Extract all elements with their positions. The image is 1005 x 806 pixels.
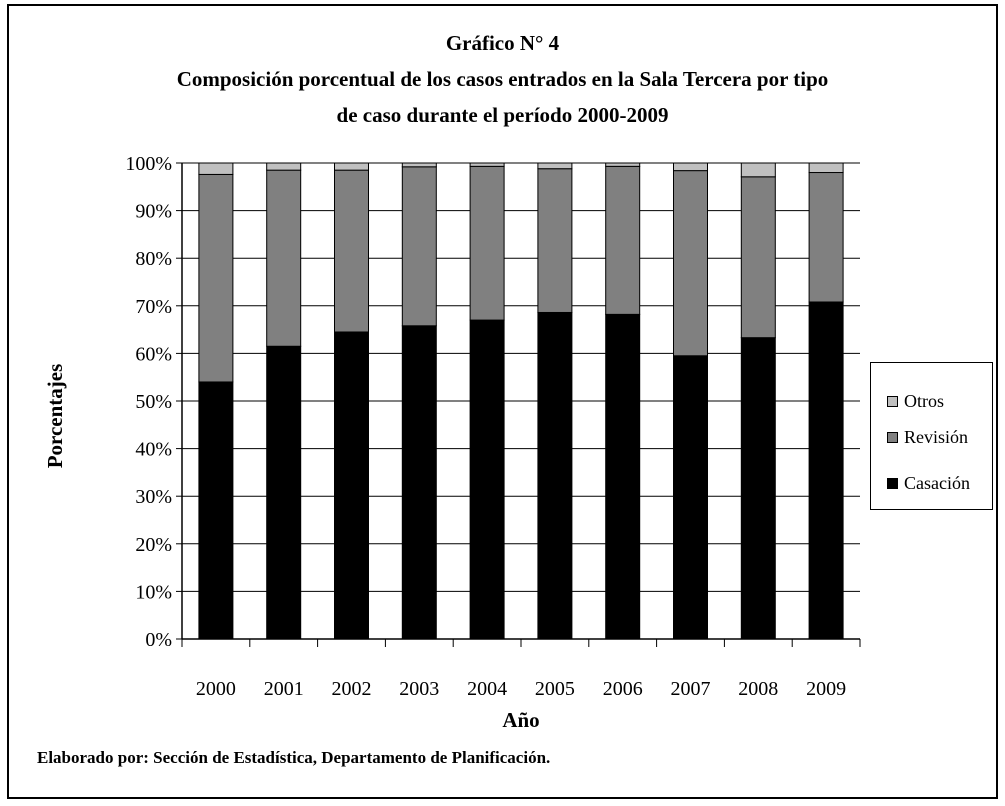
bar-otros-2006 [605, 162, 641, 167]
bar-casacion-2007 [673, 355, 708, 640]
chart-title-line-3: de caso durante el período 2000-2009 [336, 103, 669, 127]
y-tick-label: 10% [135, 581, 172, 603]
legend-swatch-otros [887, 395, 898, 407]
bar-casacion-2006 [605, 313, 641, 640]
x-tick-label: 2007 [671, 678, 711, 700]
bar-revision-2008 [740, 176, 776, 339]
x-tick-label: 2005 [535, 678, 575, 700]
x-tick-label: 2008 [738, 678, 778, 700]
y-tick-label: 40% [135, 439, 172, 461]
y-tick-label: 70% [135, 296, 172, 318]
bar-casacion-2008 [740, 337, 776, 640]
bar-otros-2002 [334, 162, 369, 171]
legend: Otros Revisión Casación [870, 362, 993, 510]
bar-otros-2007 [673, 162, 708, 172]
axes [176, 162, 861, 647]
chart-title-line-1: Gráfico N° 4 [445, 31, 560, 55]
bar-revision-2001 [266, 169, 302, 347]
bar-otros-2000 [198, 162, 234, 175]
y-tick-label: 30% [135, 486, 172, 508]
bars [198, 162, 844, 640]
legend-item-otros: Otros [887, 391, 944, 411]
bar-revision-2009 [808, 172, 844, 303]
legend-swatch-revision [887, 431, 898, 443]
bar-otros-2009 [808, 162, 844, 174]
bar-casacion-2005 [537, 311, 573, 640]
bar-revision-2006 [605, 165, 641, 315]
source-note: Elaborado por: Sección de Estadística, D… [37, 748, 551, 767]
x-tick-label: 2000 [196, 678, 236, 700]
bar-casacion-2002 [334, 331, 369, 640]
y-tick-label: 90% [135, 201, 172, 223]
x-tick-label: 2006 [603, 678, 643, 700]
bar-casacion-2009 [808, 301, 844, 640]
legend-swatch-casacion [887, 477, 898, 489]
y-tick-label: 50% [135, 391, 172, 413]
legend-label-casacion: Casación [904, 472, 970, 493]
chart-title-line-2: Composición porcentual de los casos entr… [176, 67, 829, 91]
bar-revision-2005 [537, 168, 573, 313]
x-tick-label: 2003 [399, 678, 439, 700]
x-tick-label: 2001 [264, 678, 304, 700]
bar-casacion-2004 [469, 319, 505, 640]
bar-otros-2001 [266, 162, 302, 171]
x-tick-label: 2009 [806, 678, 846, 700]
bar-otros-2004 [469, 162, 505, 167]
legend-item-revision: Revisión [887, 427, 968, 447]
x-axis-title: Año [502, 708, 539, 732]
y-tick-label: 60% [135, 343, 172, 365]
x-tick-label: 2002 [332, 678, 372, 700]
bar-revision-2007 [673, 170, 708, 357]
y-tick-label: 20% [135, 534, 172, 556]
bar-otros-2003 [401, 162, 437, 168]
bar-otros-2005 [537, 162, 573, 170]
bar-otros-2008 [740, 162, 776, 178]
y-tick-label: 80% [135, 248, 172, 270]
axis-labels: 0% 10% 20% 30% 40% 50% 60% 70% 80% 90% 100% 2000 200… [43, 153, 846, 732]
legend-label-otros: Otros [904, 390, 944, 411]
bar-revision-2000 [198, 173, 234, 383]
legend-label-revision: Revisión [904, 426, 969, 447]
y-tick-label: 100% [125, 153, 172, 175]
bar-revision-2004 [469, 165, 505, 321]
bar-casacion-2000 [198, 381, 234, 640]
bar-casacion-2001 [266, 345, 302, 640]
legend-item-casacion: Casación [887, 473, 970, 493]
bar-casacion-2003 [401, 325, 437, 640]
bar-revision-2002 [334, 169, 369, 333]
y-axis-title: Porcentajes [43, 364, 67, 469]
x-tick-label: 2004 [467, 678, 507, 700]
bar-revision-2003 [401, 166, 437, 327]
y-tick-label: 0% [145, 629, 172, 651]
